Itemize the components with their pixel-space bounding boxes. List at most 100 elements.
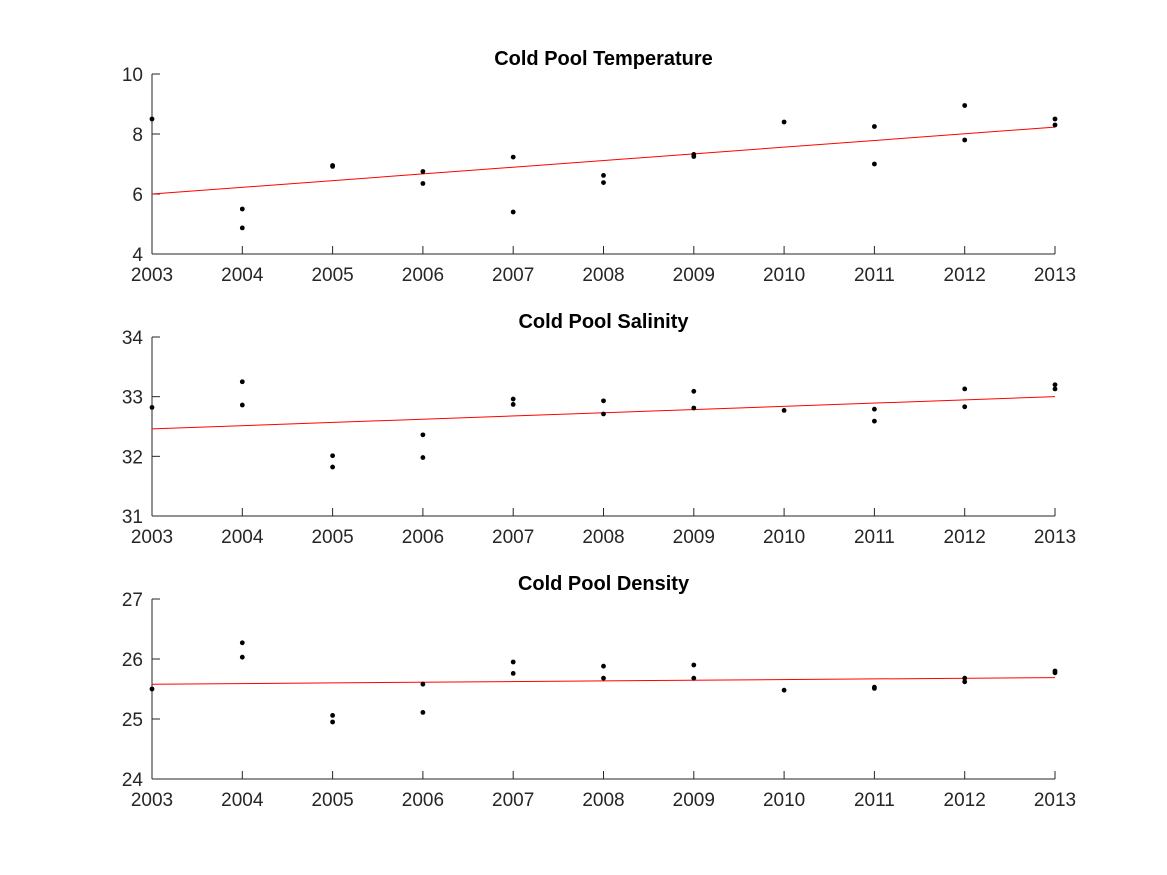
data-point [781, 687, 787, 693]
x-tick-label: 2010 [763, 790, 805, 811]
data-point [239, 206, 245, 212]
data-point [872, 161, 877, 167]
x-tick-label: 2005 [311, 790, 353, 811]
data-point [149, 405, 155, 410]
data-point [601, 663, 606, 669]
y-tick-label: 31 [122, 507, 143, 528]
y-tick-label: 32 [122, 447, 143, 468]
x-tick-label: 2011 [854, 790, 895, 811]
y-tick-label: 33 [122, 388, 143, 409]
y-tick-label: 34 [122, 328, 144, 349]
data-point [239, 225, 245, 231]
data-point [239, 379, 245, 385]
x-tick-label: 2011 [854, 527, 895, 548]
data-point [420, 681, 426, 687]
y-tick-label: 25 [122, 710, 143, 731]
data-point [601, 173, 606, 178]
x-tick-label: 2007 [492, 527, 534, 548]
x-tick-label: 2012 [944, 265, 986, 286]
data-point [962, 679, 968, 685]
data-point [691, 154, 697, 159]
data-point [962, 404, 968, 410]
x-tick-label: 2013 [1034, 790, 1076, 811]
data-point [872, 418, 877, 424]
data-point [781, 407, 787, 413]
y-tick-label: 4 [132, 245, 143, 266]
data-point [420, 710, 426, 715]
chart-title: Cold Pool Salinity [518, 311, 689, 333]
data-point [510, 396, 516, 402]
data-point [1052, 122, 1058, 128]
data-point [962, 137, 968, 143]
trend-line [151, 126, 1056, 195]
x-tick-label: 2006 [402, 527, 444, 548]
data-point [962, 386, 968, 392]
data-point [1052, 382, 1058, 388]
data-point [691, 405, 697, 411]
data-point [510, 659, 516, 665]
data-point [691, 662, 697, 668]
data-point [330, 453, 335, 459]
trend-line [151, 677, 1056, 685]
data-point [872, 686, 877, 691]
chart-title: Cold Pool Temperature [494, 48, 713, 70]
x-tick-label: 2003 [131, 265, 173, 286]
x-tick-label: 2004 [221, 527, 264, 548]
data-point [420, 455, 426, 460]
y-tick-label: 6 [132, 185, 143, 206]
x-tick-label: 2013 [1034, 527, 1076, 548]
data-point [872, 406, 877, 412]
data-point [420, 181, 426, 186]
data-point [1052, 116, 1058, 122]
data-point [1052, 670, 1058, 676]
chart-panel-3: Cold Pool Density 2003 2004 2005 2006 2007 200… [122, 573, 1076, 811]
x-tick-label: 2011 [854, 265, 895, 286]
x-tick-label: 2013 [1034, 265, 1076, 286]
chart-panel-1: Cold Pool Temperature 2003 2004 2005 2006 200… [122, 48, 1076, 286]
data-point [330, 164, 335, 169]
x-tick-label: 2004 [221, 265, 264, 286]
data-point [149, 686, 155, 692]
x-tick-label: 2010 [763, 527, 805, 548]
data-point [691, 388, 697, 394]
x-tick-label: 2007 [492, 265, 534, 286]
data-point [601, 398, 606, 404]
x-tick-label: 2009 [673, 790, 715, 811]
data-point [420, 432, 426, 438]
x-tick-label: 2009 [673, 265, 715, 286]
chart-title: Cold Pool Density [518, 573, 690, 595]
data-point [420, 169, 426, 174]
data-point [330, 464, 335, 470]
data-point [510, 671, 516, 676]
data-point [330, 713, 335, 718]
data-point [691, 675, 697, 681]
y-tick-label: 24 [122, 770, 144, 791]
x-tick-label: 2005 [311, 265, 353, 286]
x-tick-label: 2008 [582, 790, 624, 811]
x-tick-label: 2012 [944, 790, 986, 811]
data-point [239, 654, 245, 660]
data-point [962, 103, 968, 108]
data-point [872, 124, 877, 129]
data-point [601, 675, 606, 681]
y-tick-label: 27 [122, 590, 143, 611]
x-tick-label: 2006 [402, 790, 444, 811]
x-tick-label: 2004 [221, 790, 264, 811]
data-point [601, 180, 606, 186]
data-point [510, 402, 516, 407]
x-tick-label: 2006 [402, 265, 444, 286]
x-tick-label: 2008 [582, 265, 624, 286]
y-tick-label: 8 [132, 125, 143, 146]
x-tick-label: 2009 [673, 527, 715, 548]
data-point [510, 209, 516, 215]
y-tick-label: 10 [122, 65, 143, 86]
x-tick-label: 2010 [763, 265, 805, 286]
data-point [149, 116, 155, 122]
data-point [510, 154, 516, 160]
x-tick-label: 2007 [492, 790, 534, 811]
x-tick-label: 2003 [131, 527, 173, 548]
x-tick-label: 2005 [311, 527, 353, 548]
data-point [781, 119, 787, 125]
data-point [962, 675, 968, 681]
